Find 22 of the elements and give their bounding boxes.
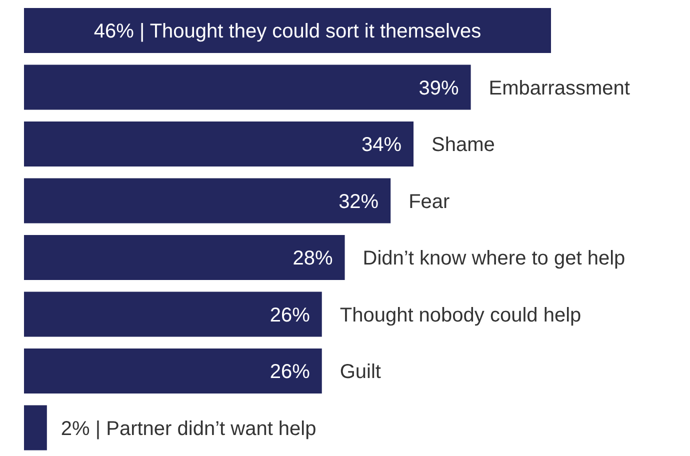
bar	[24, 235, 345, 280]
y-tick-label: Thought nobody could help	[340, 304, 582, 326]
data-label: 34%	[361, 134, 402, 156]
bar	[24, 64, 471, 110]
bar	[24, 348, 322, 394]
bar	[24, 178, 391, 224]
data-label: 26%	[270, 361, 310, 383]
bar	[24, 405, 47, 450]
bar	[24, 122, 414, 166]
bar	[24, 292, 322, 337]
data-label: 39%	[418, 77, 460, 100]
y-tick-label: Didn’t know where to get help	[362, 248, 626, 270]
data-label: 32%	[338, 190, 379, 213]
y-tick-label: Guilt	[340, 361, 382, 383]
y-tick-label: Shame	[432, 134, 495, 156]
y-tick-label: Embarrassment	[488, 77, 630, 100]
text: 46% | Thought they could sort it themselves	[94, 20, 482, 42]
data-label: 28%	[292, 248, 333, 270]
data-label: 26%	[270, 304, 310, 326]
bar	[24, 8, 551, 53]
text: 2% | Partner didn’t want help	[60, 418, 316, 440]
y-tick-label: Fear	[408, 190, 450, 213]
